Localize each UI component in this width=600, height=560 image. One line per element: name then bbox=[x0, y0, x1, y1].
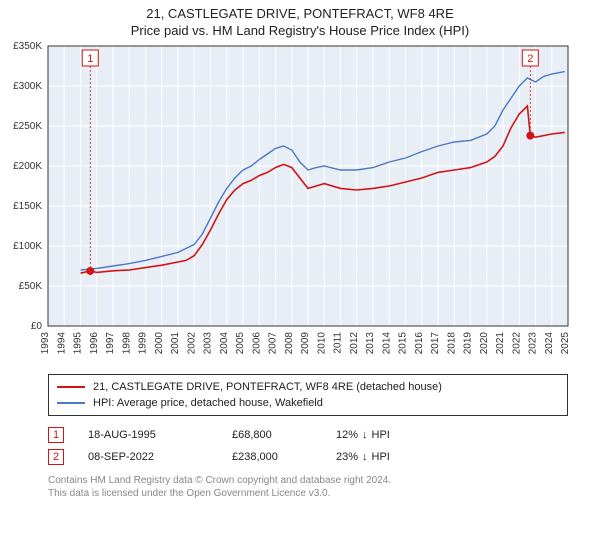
event-date: 18-AUG-1995 bbox=[88, 429, 208, 441]
chart-title-address: 21, CASTLEGATE DRIVE, PONTEFRACT, WF8 4R… bbox=[0, 6, 600, 21]
svg-text:2004: 2004 bbox=[219, 332, 230, 355]
svg-text:2017: 2017 bbox=[430, 332, 441, 355]
svg-text:2019: 2019 bbox=[463, 332, 474, 355]
svg-text:£300K: £300K bbox=[13, 81, 42, 92]
svg-text:2005: 2005 bbox=[235, 332, 246, 355]
arrow-down-icon bbox=[362, 451, 368, 463]
svg-text:2001: 2001 bbox=[170, 332, 181, 355]
event-price: £68,800 bbox=[232, 429, 312, 441]
event-date: 08-SEP-2022 bbox=[88, 451, 208, 463]
svg-text:£250K: £250K bbox=[13, 121, 42, 132]
svg-text:£100K: £100K bbox=[13, 241, 42, 252]
svg-text:1997: 1997 bbox=[105, 332, 116, 355]
footer-attribution: Contains HM Land Registry data © Crown c… bbox=[48, 474, 568, 500]
svg-text:2010: 2010 bbox=[316, 332, 327, 355]
event-badge: 2 bbox=[48, 449, 64, 465]
svg-text:2014: 2014 bbox=[381, 332, 392, 355]
svg-text:1993: 1993 bbox=[40, 332, 51, 355]
event-badge: 1 bbox=[48, 427, 64, 443]
svg-text:2009: 2009 bbox=[300, 332, 311, 355]
svg-text:£350K: £350K bbox=[13, 41, 42, 52]
svg-text:1995: 1995 bbox=[73, 332, 84, 355]
sale-marker-1 bbox=[86, 267, 94, 275]
footer-line-1: Contains HM Land Registry data © Crown c… bbox=[48, 474, 568, 487]
chart-area: £0 £50K £100K £150K £200K £250K £300K £350K 1993… bbox=[0, 38, 600, 368]
svg-text:2021: 2021 bbox=[495, 332, 506, 355]
chart-title-sub: Price paid vs. HM Land Registry's House … bbox=[0, 23, 600, 38]
footer-line-2: This data is licensed under the Open Gov… bbox=[48, 487, 568, 500]
price-chart: £0 £50K £100K £150K £200K £250K £300K £350K 1993… bbox=[0, 38, 600, 368]
svg-text:1998: 1998 bbox=[121, 332, 132, 355]
svg-text:£50K: £50K bbox=[19, 281, 43, 292]
svg-text:2022: 2022 bbox=[511, 332, 522, 355]
legend-swatch bbox=[57, 386, 85, 388]
svg-text:2023: 2023 bbox=[528, 332, 539, 355]
event-row: 1 18-AUG-1995 £68,800 12%HPI bbox=[48, 424, 568, 446]
svg-text:2000: 2000 bbox=[154, 332, 165, 355]
svg-text:£0: £0 bbox=[31, 321, 43, 332]
legend-label: 21, CASTLEGATE DRIVE, PONTEFRACT, WF8 4R… bbox=[93, 381, 442, 393]
events-table: 1 18-AUG-1995 £68,800 12%HPI 2 08-SEP-2022 £23… bbox=[48, 424, 568, 468]
svg-text:2024: 2024 bbox=[544, 332, 555, 355]
svg-text:2025: 2025 bbox=[560, 332, 571, 355]
svg-text:2016: 2016 bbox=[414, 332, 425, 355]
svg-text:1996: 1996 bbox=[89, 332, 100, 355]
svg-text:2013: 2013 bbox=[365, 332, 376, 355]
legend-swatch bbox=[57, 402, 85, 404]
event-delta: 23%HPI bbox=[336, 451, 390, 463]
svg-text:2018: 2018 bbox=[446, 332, 457, 355]
svg-text:£150K: £150K bbox=[13, 201, 42, 212]
svg-text:2007: 2007 bbox=[268, 332, 279, 355]
svg-text:2020: 2020 bbox=[479, 332, 490, 355]
svg-text:2003: 2003 bbox=[203, 332, 214, 355]
svg-text:1994: 1994 bbox=[56, 332, 67, 355]
legend-label: HPI: Average price, detached house, Wake… bbox=[93, 397, 323, 409]
svg-text:1999: 1999 bbox=[138, 332, 149, 355]
legend-item: HPI: Average price, detached house, Wake… bbox=[57, 395, 559, 411]
event-price: £238,000 bbox=[232, 451, 312, 463]
svg-text:2015: 2015 bbox=[398, 332, 409, 355]
sale-marker-2 bbox=[526, 132, 534, 140]
event-row: 2 08-SEP-2022 £238,000 23%HPI bbox=[48, 446, 568, 468]
arrow-down-icon bbox=[362, 429, 368, 441]
svg-text:£200K: £200K bbox=[13, 161, 42, 172]
svg-text:2: 2 bbox=[527, 53, 533, 65]
svg-text:2012: 2012 bbox=[349, 332, 360, 355]
svg-text:1: 1 bbox=[87, 53, 93, 65]
legend-item: 21, CASTLEGATE DRIVE, PONTEFRACT, WF8 4R… bbox=[57, 379, 559, 395]
svg-text:2011: 2011 bbox=[333, 332, 344, 354]
svg-text:2008: 2008 bbox=[284, 332, 295, 355]
svg-text:2006: 2006 bbox=[251, 332, 262, 355]
event-delta: 12%HPI bbox=[336, 429, 390, 441]
svg-text:2002: 2002 bbox=[186, 332, 197, 355]
legend: 21, CASTLEGATE DRIVE, PONTEFRACT, WF8 4R… bbox=[48, 374, 568, 416]
